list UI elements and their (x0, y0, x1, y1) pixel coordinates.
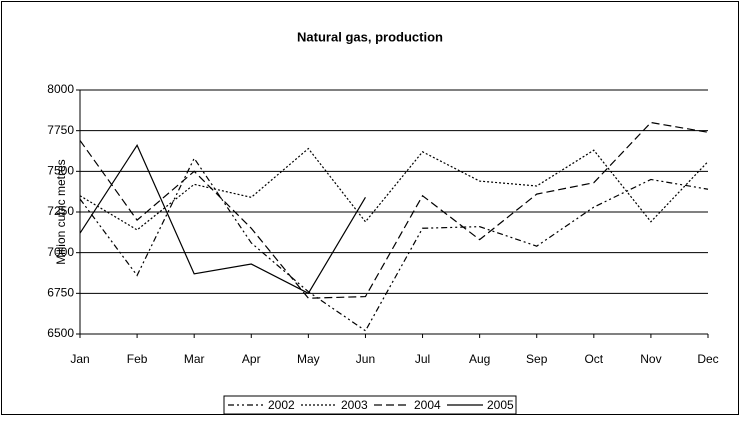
legend-box (223, 395, 517, 415)
series-line (79, 147, 709, 231)
x-tick-label: Jun (356, 352, 375, 366)
y-tick-label: 7500 (47, 164, 74, 178)
x-tick-label: Aug (469, 352, 490, 366)
y-axis-label: Million cubic metres (54, 159, 68, 264)
y-tick-label: 7250 (47, 204, 74, 218)
legend-label: 2002 (268, 398, 295, 412)
x-tick-label: Jan (70, 352, 89, 366)
legend-label: 2005 (487, 398, 514, 412)
x-tick-label: Sep (526, 352, 548, 366)
y-tick-label: 6750 (47, 286, 74, 300)
x-tick-label: Apr (242, 352, 261, 366)
series-line (79, 121, 709, 299)
x-tick-label: Dec (697, 352, 718, 366)
y-tick-label: 7000 (47, 245, 74, 259)
x-tick-label: Jul (415, 352, 430, 366)
x-tick-label: Mar (184, 352, 205, 366)
legend-label: 2003 (341, 398, 368, 412)
series-line (79, 144, 366, 295)
x-tick-label: Oct (584, 352, 603, 366)
x-tick-label: May (297, 352, 320, 366)
y-tick-label: 8000 (47, 82, 74, 96)
x-tick-label: Nov (640, 352, 661, 366)
chart-title: Natural gas, production (297, 29, 443, 44)
y-tick-label: 6500 (47, 326, 74, 340)
x-tick-label: Feb (127, 352, 148, 366)
legend-label: 2004 (414, 398, 441, 412)
y-tick-label: 7750 (47, 123, 74, 137)
